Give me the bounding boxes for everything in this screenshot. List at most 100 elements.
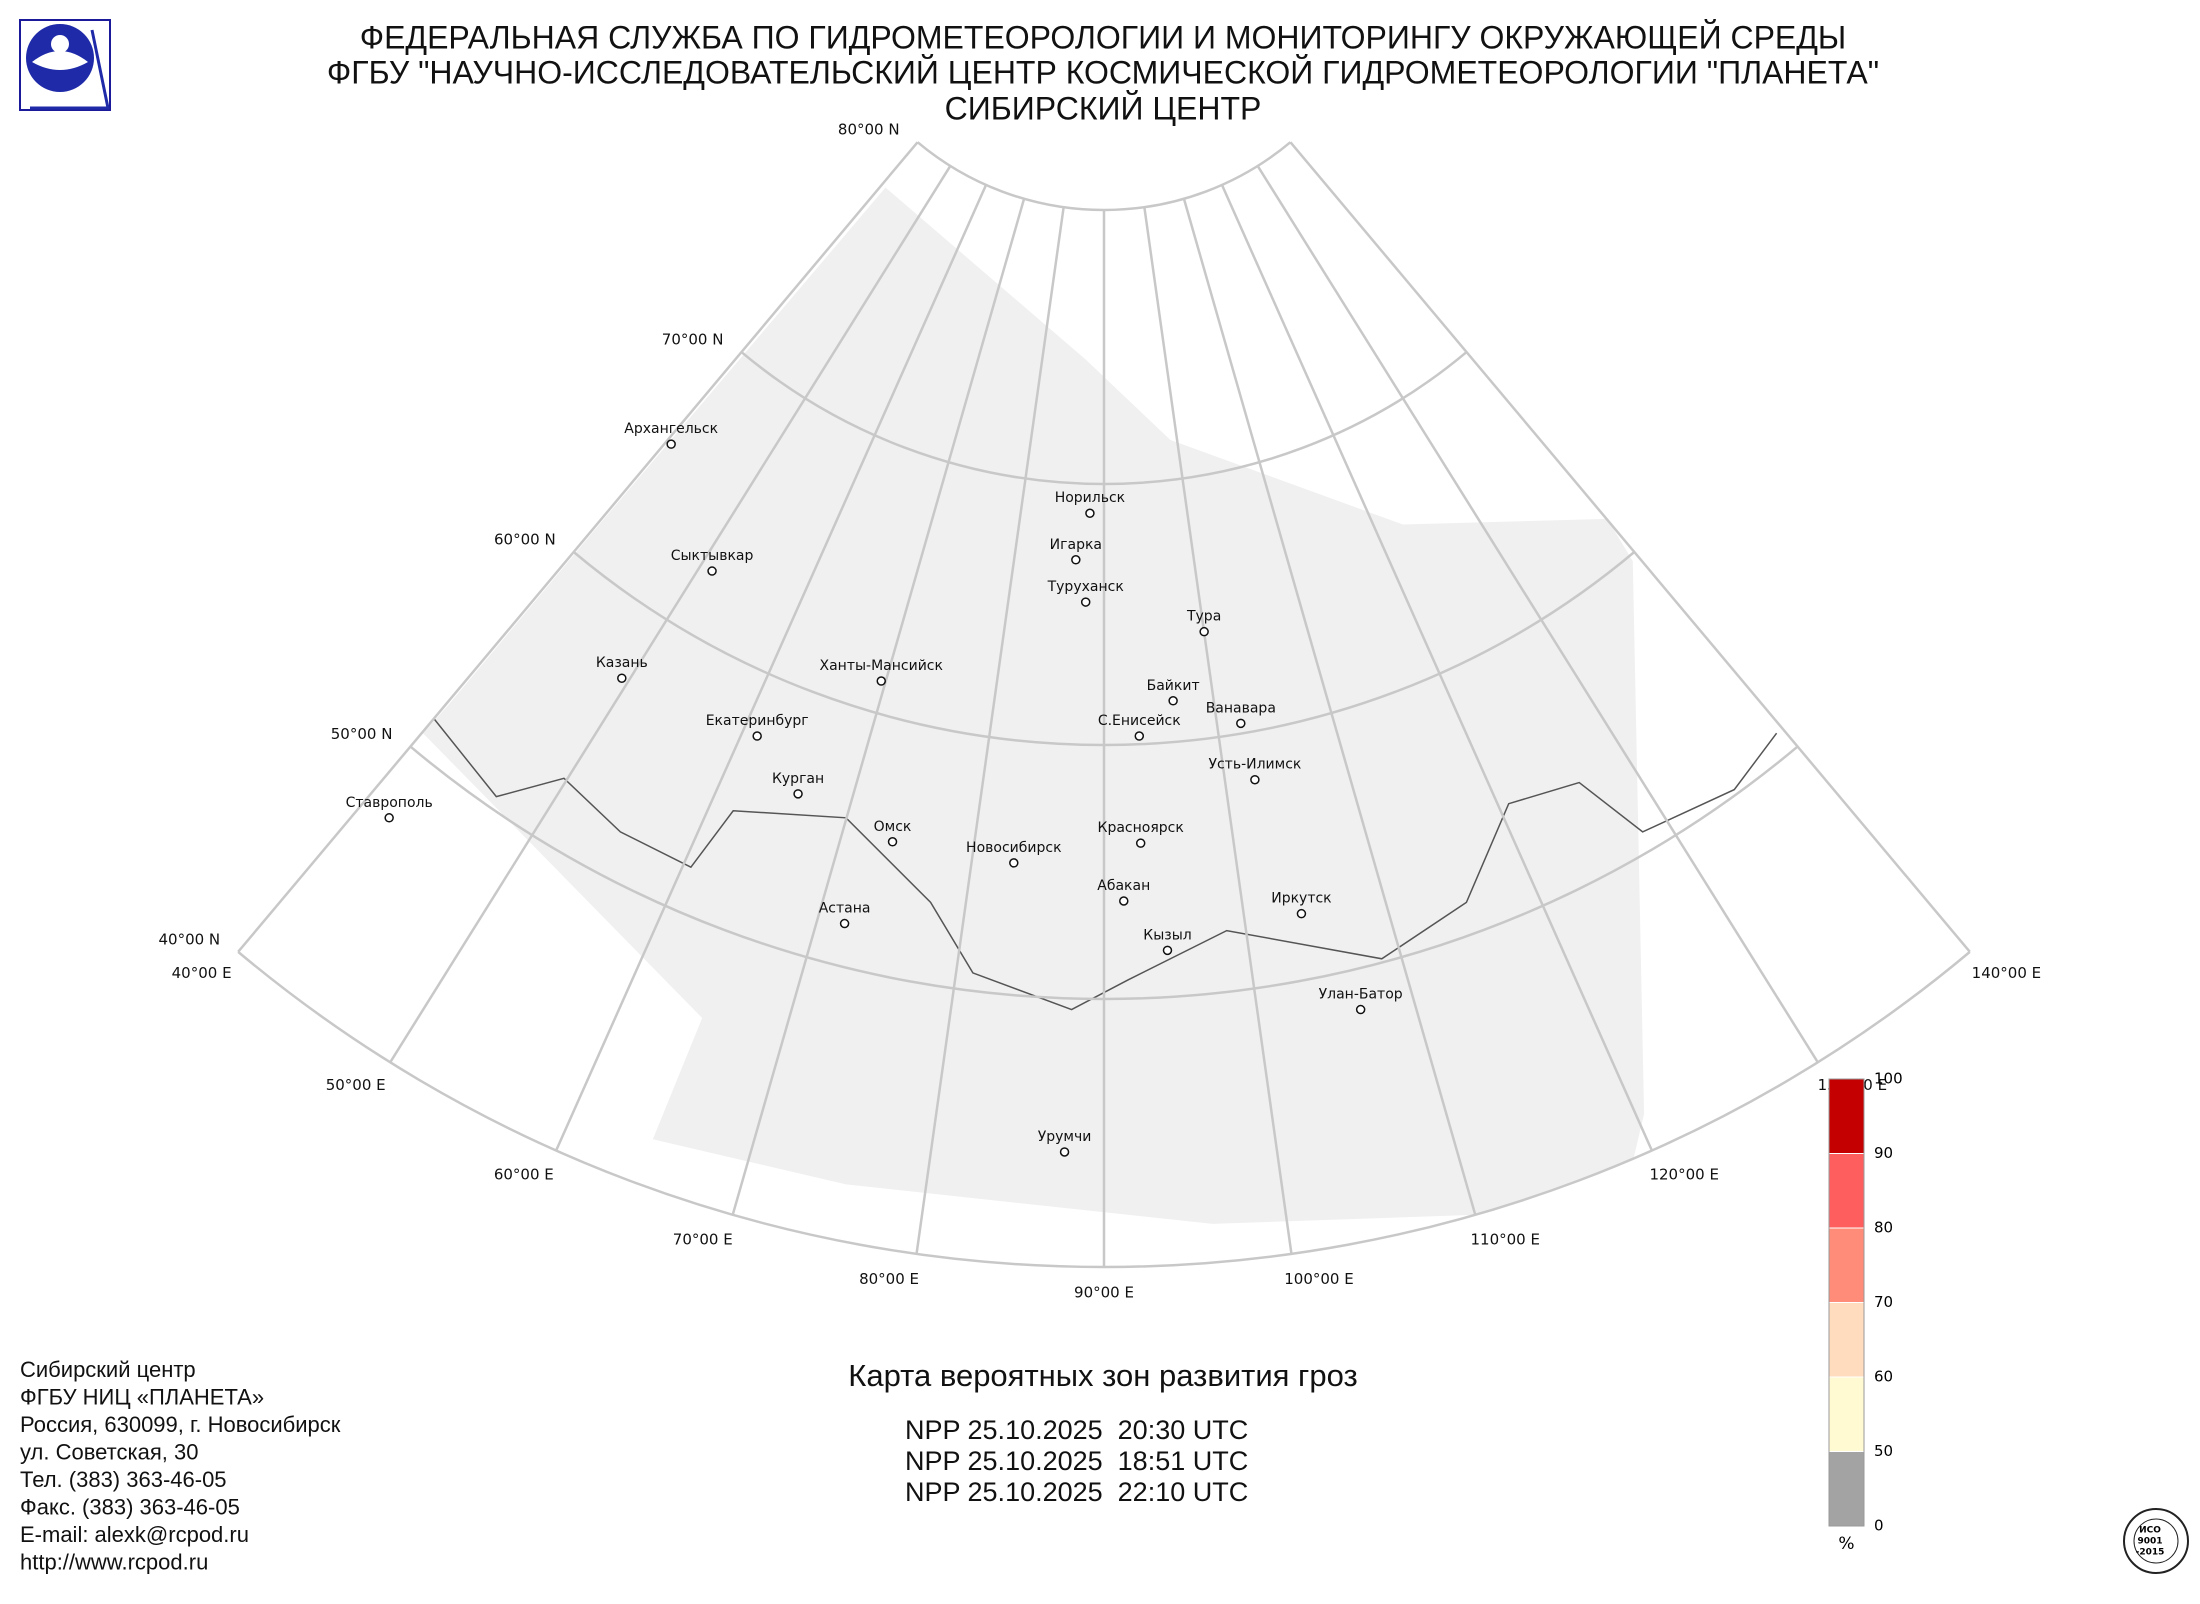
address-line: E-mail: alexk@rcpod.ru xyxy=(20,1522,249,1547)
pass-line: NPP 25.10.2025 20:30 UTC xyxy=(905,1415,1248,1445)
meridian xyxy=(1143,207,1293,1255)
city-dot xyxy=(384,813,394,823)
colorbar-segment xyxy=(1828,1153,1865,1229)
city-dot xyxy=(1135,838,1146,848)
city-label: Тура xyxy=(1186,609,1221,625)
iso-text: 9001 xyxy=(2137,1537,2162,1547)
city-label: С.Енисейск xyxy=(1098,713,1181,729)
header-line: СИБИРСКИЙ ЦЕНТР xyxy=(945,90,1262,126)
colorbar-segment xyxy=(1828,1227,1865,1303)
logo xyxy=(19,19,111,111)
city-label: Игарка xyxy=(1050,537,1102,553)
city-dot xyxy=(1162,945,1173,956)
city-label: Архангельск xyxy=(624,421,718,437)
meridian xyxy=(237,141,919,953)
colorbar-unit: % xyxy=(1838,1534,1854,1554)
city-dot xyxy=(1168,696,1178,706)
colorbar-tick-label: 80 xyxy=(1874,1219,1893,1237)
pass-line: NPP 25.10.2025 22:10 UTC xyxy=(905,1477,1248,1507)
data-swath xyxy=(423,187,1645,1224)
header-line: ФЕДЕРАЛЬНАЯ СЛУЖБА ПО ГИДРОМЕТЕОРОЛОГИИ … xyxy=(360,19,1847,55)
lon-label: 100°00 E xyxy=(1284,1270,1353,1288)
lon-label: 80°00 E xyxy=(859,1270,919,1288)
iso-text: -2015 xyxy=(2136,1548,2165,1558)
city-label: Ханты-Мансийск xyxy=(820,658,943,674)
meridian xyxy=(554,184,988,1152)
city-label: Ставрополь xyxy=(346,795,433,811)
lat-label: 70°00 N xyxy=(662,331,724,349)
colorbar: 0 50 60 70 80 90 100% xyxy=(1828,1070,1903,1554)
address-line: Россия, 630099, г. Новосибирск xyxy=(20,1412,341,1437)
colorbar-tick-label: 70 xyxy=(1874,1293,1893,1311)
city-label: Абакан xyxy=(1097,878,1150,894)
city-label: Норильск xyxy=(1055,490,1125,506)
address-line: Сибирский центр xyxy=(20,1357,196,1382)
meridian xyxy=(1256,165,1819,1063)
city-dot xyxy=(1071,555,1081,565)
header-line: ФГБУ "НАУЧНО-ИССЛЕДОВАТЕЛЬСКИЙ ЦЕНТР КОС… xyxy=(327,54,1879,90)
meridian xyxy=(731,198,1026,1216)
lat-label: 50°00 N xyxy=(331,725,393,743)
colorbar-tick-label: 50 xyxy=(1874,1442,1893,1460)
lon-label: 70°00 E xyxy=(673,1231,733,1249)
address-line: Факс. (383) 363-46-05 xyxy=(20,1494,240,1519)
city-dot xyxy=(1085,508,1095,518)
colorbar-tick-label: 60 xyxy=(1874,1368,1893,1386)
meridian xyxy=(915,207,1065,1255)
city-dot xyxy=(1080,597,1091,607)
city-label: Улан-Батор xyxy=(1319,987,1403,1003)
city-label: Красноярск xyxy=(1098,820,1184,836)
city-label: Ванавара xyxy=(1206,700,1276,716)
city-dot xyxy=(752,731,762,741)
city-dot xyxy=(1134,731,1145,741)
city-dot xyxy=(1199,626,1209,637)
meridian xyxy=(1220,184,1654,1152)
iso-logo: ИСО 9001 -2015 xyxy=(2123,1508,2189,1574)
city-label: Сыктывкар xyxy=(671,548,754,564)
city-dot xyxy=(887,837,898,847)
city-dot xyxy=(1250,774,1260,785)
lon-label: 50°00 E xyxy=(326,1076,386,1094)
lon-label: 120°00 E xyxy=(1649,1165,1718,1183)
colorbar-segment xyxy=(1828,1078,1865,1154)
city-dot xyxy=(666,439,676,449)
city-dot xyxy=(707,566,717,576)
city-dot xyxy=(1355,1004,1366,1015)
city-label: Новосибирск xyxy=(966,840,1061,856)
map-title: Карта вероятных зон развития гроз xyxy=(848,1358,1357,1393)
city-dot xyxy=(876,676,886,686)
lat-label: 80°00 N xyxy=(838,121,900,139)
meridian xyxy=(1289,141,1971,953)
colorbar-tick-label: 90 xyxy=(1874,1144,1893,1162)
lon-label: 110°00 E xyxy=(1471,1231,1540,1249)
city-dot xyxy=(1119,896,1129,906)
map: 80°00 N 70°00 N 60°00 N 50°00 N 40°00 N 40°00… xyxy=(158,121,2041,1302)
lon-label: 140°00 E xyxy=(1972,964,2041,982)
address-line: ул. Советская, 30 xyxy=(20,1439,198,1464)
lon-label: 90°00 E xyxy=(1074,1284,1134,1302)
colorbar-tick-label: 100 xyxy=(1874,1070,1903,1088)
lat-label: 40°00 N xyxy=(158,930,220,948)
city-label: Омск xyxy=(874,819,912,835)
city-dot xyxy=(1236,718,1246,729)
colorbar-segment xyxy=(1828,1451,1865,1527)
city-label: Усть-Илимск xyxy=(1208,757,1301,773)
city-label: Курган xyxy=(772,771,824,787)
lon-label: 60°00 E xyxy=(494,1165,554,1183)
pass-line: NPP 25.10.2025 18:51 UTC xyxy=(905,1446,1248,1476)
city-dot xyxy=(1296,908,1307,919)
meridian xyxy=(1182,198,1477,1216)
colorbar-frame xyxy=(1828,1078,1865,1527)
city-label: Кызыл xyxy=(1143,927,1191,943)
colorbar-segment xyxy=(1828,1302,1865,1378)
city-label: Екатеринбург xyxy=(706,713,809,729)
city-label: Иркутск xyxy=(1271,891,1331,907)
city-dot xyxy=(617,673,627,683)
parallel xyxy=(916,141,1292,212)
city-label: Урумчи xyxy=(1038,1129,1092,1145)
city-label: Байкит xyxy=(1147,678,1200,694)
city-label: Туруханск xyxy=(1047,579,1124,595)
city-label: Астана xyxy=(819,901,871,917)
iso-text: ИСО xyxy=(2139,1526,2161,1536)
